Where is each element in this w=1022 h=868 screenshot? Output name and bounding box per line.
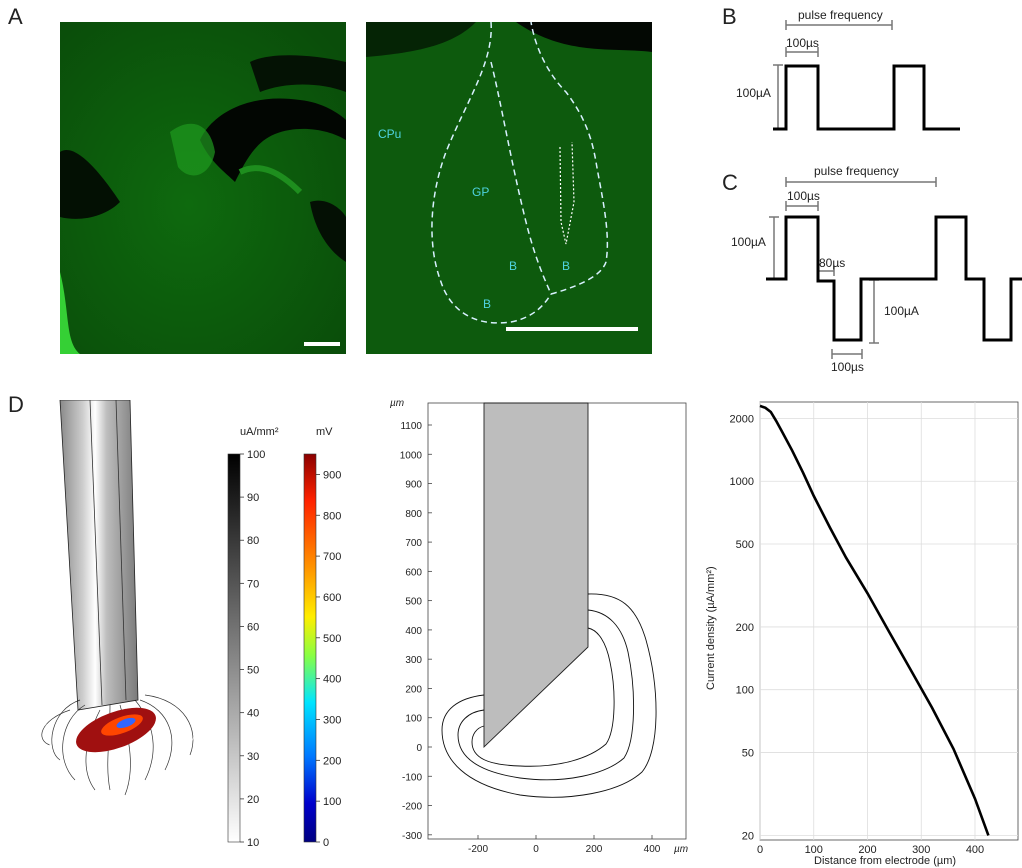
geometry-y-tick: 300 (405, 655, 422, 666)
zoomed-section-image: CPu GP B B B (366, 22, 652, 354)
pulse-width-label: 100µs (786, 36, 819, 50)
y-tick-label: 2000 (730, 414, 754, 426)
x-tick-label: 300 (912, 844, 930, 856)
amplitude-label: 100µA (736, 86, 771, 100)
panel-label-a: A (8, 4, 23, 29)
colorbar-current-tick: 90 (247, 492, 259, 504)
x-tick-label: 200 (858, 844, 876, 856)
y-axis-label: Current density (µA/mm²) (705, 566, 717, 690)
geometry-y-tick: -200 (402, 802, 422, 813)
region-label-b3: B (483, 297, 491, 311)
pulse-diagram-b: pulse frequency 100µs 100µA (736, 8, 960, 131)
colorbar-voltage-tick: 200 (323, 755, 341, 767)
geometry-x-tick: -200 (468, 844, 488, 855)
colorbar-current-tick: 20 (247, 794, 259, 806)
pulse-width-label-c: 100µs (787, 189, 820, 203)
colorbar-current-tick: 30 (247, 751, 259, 763)
geometry-y-tick: -300 (402, 831, 422, 842)
geometry-y-tick: 1000 (400, 450, 423, 461)
geometry-y-tick: -100 (402, 772, 422, 783)
x-tick-label: 100 (805, 844, 823, 856)
colorbar-current-tick: 70 (247, 578, 259, 590)
electrode-field-render (41, 400, 196, 796)
neg-width-label-c: 100µs (831, 360, 864, 374)
colorbar-voltage-tick: 800 (323, 510, 341, 522)
amplitude-neg-label-c: 100µA (884, 304, 919, 318)
colorbar-current-tick: 10 (247, 837, 259, 849)
x-tick-label: 0 (757, 844, 763, 856)
panel-label-d: D (8, 392, 24, 417)
region-label-cpu: CPu (378, 127, 401, 141)
colorbar-voltage-tick: 500 (323, 633, 341, 645)
region-label-b1: B (509, 259, 517, 273)
colorbar-current-tick: 40 (247, 708, 259, 720)
geometry-x-tick: 400 (644, 844, 661, 855)
colorbar-voltage-tick: 400 (323, 674, 341, 686)
colorbar-current-unit: uA/mm² (240, 426, 279, 438)
colorbar-voltage-unit: mV (316, 426, 333, 438)
region-label-b2: B (562, 259, 570, 273)
scale-bar (506, 327, 638, 331)
pulse-diagram-c: pulse frequency 100µs 100µA 80µs 100µA 1… (731, 164, 1022, 374)
y-tick-label: 100 (736, 685, 754, 697)
y-tick-label: 200 (736, 622, 754, 634)
geometry-x-tick: 200 (586, 844, 603, 855)
geometry-y-tick: 200 (405, 684, 422, 695)
geometry-y-tick: 0 (416, 743, 422, 754)
colorbar-current-tick: 60 (247, 621, 259, 633)
panel-label-c: C (722, 170, 738, 195)
geometry-y-tick: 700 (405, 538, 422, 549)
x-tick-label: 400 (966, 844, 984, 856)
geometry-y-tick: 400 (405, 626, 422, 637)
geometry-y-unit: µm (390, 398, 404, 409)
colorbar-current-tick: 50 (247, 665, 259, 677)
series-line (759, 404, 990, 836)
brain-section-image (60, 22, 346, 354)
y-tick-label: 1000 (730, 476, 754, 488)
geometry-y-tick: 600 (405, 567, 422, 578)
colorbar-voltage-tick: 100 (323, 796, 341, 808)
colorbars: uA/mm² mV 100 90 80 70 60 50 40 30 20 10 900 800 70… (227, 426, 341, 849)
colorbar-voltage-tick: 300 (323, 714, 341, 726)
colorbar-voltage-tick: 700 (323, 551, 341, 563)
panel-label-b: B (722, 4, 737, 29)
geometry-x-tick: 0 (533, 844, 539, 855)
geometry-y-tick: 500 (405, 597, 422, 608)
region-label-gp: GP (472, 185, 489, 199)
y-tick-label: 500 (736, 539, 754, 551)
amplitude-pos-label-c: 100µA (731, 235, 766, 249)
x-axis-label: Distance from electrode (µm) (814, 855, 956, 867)
pulse-frequency-label-c: pulse frequency (814, 164, 899, 178)
geometry-y-tick: 100 (405, 714, 422, 725)
colorbar-current-tick: 80 (247, 535, 259, 547)
y-tick-label: 50 (742, 747, 754, 759)
geometry-y-tick: 800 (405, 509, 422, 520)
geometry-y-tick: 900 (405, 480, 422, 491)
electrode-geometry-plot: µm µm 1100100090080070060050040030020010… (390, 398, 688, 855)
colorbar-voltage-tick: 900 (323, 469, 341, 481)
colorbar-voltage-tick: 600 (323, 592, 341, 604)
current-density-chart: 2000 1000 500 200 100 50 20 0 100 200 300 400 Dist… (705, 401, 1019, 867)
y-tick-label: 20 (742, 830, 754, 842)
gap-label-c: 80µs (819, 256, 845, 270)
colorbar-current-tick: 100 (247, 449, 265, 461)
pulse-frequency-label: pulse frequency (798, 8, 883, 22)
colorbar-voltage-tick: 0 (323, 837, 329, 849)
geometry-y-tick: 1100 (400, 421, 422, 432)
geometry-x-unit: µm (674, 844, 688, 855)
